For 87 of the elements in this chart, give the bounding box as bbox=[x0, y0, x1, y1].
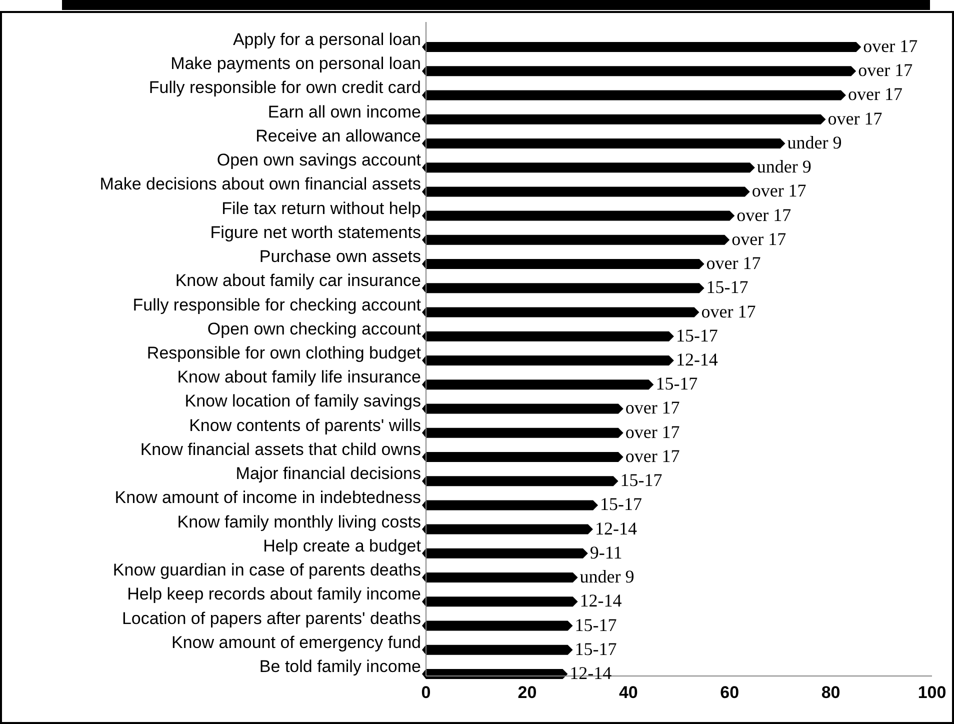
bar bbox=[422, 620, 573, 631]
bar bbox=[422, 548, 588, 558]
bar bbox=[422, 380, 654, 390]
data-label: under 9 bbox=[756, 156, 812, 177]
data-label: 15-17 bbox=[574, 638, 617, 659]
data-label: 12-14 bbox=[594, 518, 637, 538]
bar bbox=[422, 283, 704, 294]
y-tick-label: Responsible for own clothing budget bbox=[146, 344, 422, 362]
data-label: over 17 bbox=[625, 446, 680, 466]
y-tick-label: Know location of family savings bbox=[184, 392, 421, 411]
data-label: 12-14 bbox=[580, 590, 622, 611]
data-label: over 17 bbox=[752, 180, 806, 201]
data-label: under 9 bbox=[580, 566, 634, 587]
bar bbox=[422, 500, 598, 510]
y-tick-label: Know amount of income in indebtedness bbox=[114, 488, 421, 508]
y-tick-label: Know about family life insurance bbox=[177, 368, 421, 387]
data-label: 15-17 bbox=[656, 374, 698, 394]
data-label: 15-17 bbox=[620, 470, 662, 490]
x-tick-label: 100 bbox=[918, 683, 946, 702]
bar bbox=[422, 42, 862, 52]
bar bbox=[422, 644, 573, 655]
bar bbox=[422, 66, 856, 76]
bar bbox=[422, 259, 704, 270]
bar bbox=[422, 90, 846, 100]
bar bbox=[422, 210, 735, 221]
y-tick-label: Know amount of emergency fund bbox=[172, 632, 421, 652]
x-tick-label: 20 bbox=[518, 683, 537, 702]
y-tick-label: Know family monthly living costs bbox=[177, 512, 421, 532]
data-label: over 17 bbox=[732, 228, 786, 249]
y-tick-label: Know contents of parents' wills bbox=[189, 416, 421, 435]
data-label: 15-17 bbox=[600, 494, 642, 514]
data-label: over 17 bbox=[625, 398, 680, 418]
y-tick-label: File tax return without help bbox=[222, 198, 421, 218]
y-tick-label: Fully responsible for own credit card bbox=[148, 78, 421, 98]
bar bbox=[422, 404, 624, 414]
bar bbox=[422, 114, 826, 124]
data-label: 15-17 bbox=[574, 614, 617, 635]
x-tick-label: 40 bbox=[618, 683, 638, 702]
data-label: over 17 bbox=[706, 253, 761, 274]
data-label: over 17 bbox=[858, 60, 913, 80]
bar bbox=[422, 162, 755, 173]
data-label: 15-17 bbox=[676, 325, 718, 346]
y-tick-label: Make decisions about own financial assets bbox=[100, 174, 421, 194]
bar bbox=[422, 307, 700, 318]
data-label: 12-14 bbox=[570, 663, 612, 683]
bar bbox=[422, 596, 578, 607]
y-tick-label: Help create a budget bbox=[263, 536, 422, 556]
data-label: over 17 bbox=[828, 108, 882, 128]
y-tick-label: Know guardian in case of parents deaths bbox=[112, 560, 421, 580]
bar bbox=[422, 138, 786, 148]
bar bbox=[422, 669, 568, 679]
y-tick-label: Figure net worth statements bbox=[210, 222, 421, 242]
data-label: over 17 bbox=[701, 301, 756, 322]
bar bbox=[422, 476, 618, 486]
bar bbox=[422, 452, 624, 462]
y-tick-label: Location of papers after parents' deaths bbox=[122, 608, 421, 628]
data-label: over 17 bbox=[736, 204, 792, 225]
y-tick-label: Know about family car insurance bbox=[175, 271, 421, 290]
y-tick-label: Fully responsible for checking account bbox=[132, 295, 422, 314]
data-label: 9-11 bbox=[590, 542, 622, 562]
data-label: 15-17 bbox=[706, 277, 748, 298]
y-tick-label: Earn all own income bbox=[268, 102, 421, 122]
y-tick-label: Open own savings account bbox=[216, 150, 422, 170]
data-label: over 17 bbox=[625, 422, 680, 442]
data-label: 12-14 bbox=[676, 350, 718, 370]
y-tick-label: Open own checking account bbox=[207, 319, 422, 338]
y-tick-label: Purchase own assets bbox=[259, 247, 421, 266]
data-label: over 17 bbox=[848, 84, 902, 104]
bar bbox=[422, 524, 593, 534]
y-tick-label: Major financial decisions bbox=[236, 464, 421, 484]
y-tick-label: Be told family income bbox=[259, 657, 421, 676]
y-tick-label: Apply for a personal loan bbox=[232, 30, 421, 49]
data-label: over 17 bbox=[863, 36, 918, 56]
bar bbox=[422, 428, 624, 438]
bar bbox=[422, 234, 730, 245]
y-tick-label: Make payments on personal loan bbox=[170, 54, 421, 74]
bar bbox=[422, 186, 750, 197]
bar bbox=[422, 356, 674, 366]
bar bbox=[422, 572, 578, 583]
y-tick-label: Help keep records about family income bbox=[127, 584, 421, 604]
x-tick-label: 80 bbox=[821, 683, 840, 702]
x-tick-label: 0 bbox=[421, 683, 431, 702]
y-tick-label: Receive an allowance bbox=[256, 126, 421, 146]
y-tick-label: Know financial assets that child owns bbox=[140, 440, 421, 459]
data-label: under 9 bbox=[787, 132, 842, 152]
bar bbox=[422, 331, 674, 342]
x-tick-label: 60 bbox=[720, 683, 740, 702]
